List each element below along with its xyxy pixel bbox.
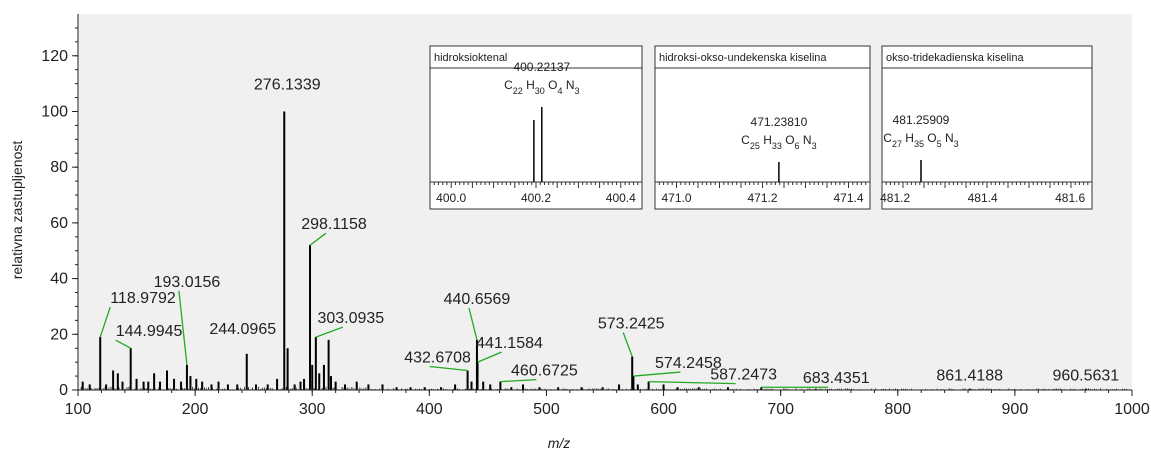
peak-label: 574.2458 <box>655 355 722 372</box>
x-tick-label: 500 <box>533 401 560 418</box>
peak-label: 298.1158 <box>301 216 367 233</box>
peak-label: 441.1584 <box>476 335 543 352</box>
x-tick-label: 800 <box>884 401 911 418</box>
peak-label-leader <box>115 339 131 349</box>
y-tick-label: 60 <box>50 215 68 232</box>
inset-formula: C27 H35 O5 N3 <box>883 131 958 149</box>
inset-panel: hidroksioktenal 400.0 400.2 400.4 400.22137 C… <box>429 45 643 210</box>
x-tick-label: 400 <box>416 401 443 418</box>
peak-label: 303.0935 <box>317 310 384 327</box>
peak-label-leader <box>477 351 502 363</box>
inset-tick-label: 481.2 <box>880 191 910 205</box>
y-tick-label: 0 <box>59 382 68 399</box>
inset-panel: hidroksi-okso-undekenska kiselina 471.0 47… <box>654 45 871 210</box>
inset-title: hidroksioktenal <box>434 52 507 64</box>
peak-label-leader <box>633 371 681 377</box>
peak-label: 587.2473 <box>710 367 777 384</box>
x-tick-label: 300 <box>299 401 326 418</box>
x-tick-label: 1000 <box>1114 401 1150 418</box>
x-tick-label: 900 <box>1002 401 1029 418</box>
peak-label: 861.4188 <box>936 368 1003 385</box>
peak-label: 193.0156 <box>154 274 221 291</box>
inset-title: okso-tridekadienska kiselina <box>886 52 1024 64</box>
y-axis-title: relativna zastupljenost <box>9 141 25 280</box>
y-tick-label: 20 <box>50 326 68 343</box>
peak-label-leader <box>622 332 633 357</box>
peak-label: 460.6725 <box>511 363 578 380</box>
y-tick-label: 100 <box>41 103 68 120</box>
peak-label: 960.5631 <box>1052 368 1119 385</box>
peak-label-leader <box>99 306 111 338</box>
peak-label-leader <box>178 290 188 366</box>
peak-label: 118.9792 <box>110 290 176 307</box>
inset-tick-label: 400.0 <box>436 191 466 205</box>
y-tick-label: 120 <box>41 48 68 65</box>
peak-label-leader <box>309 232 327 246</box>
x-tick-label: 100 <box>65 401 92 418</box>
peak-label-leader <box>648 380 736 385</box>
x-tick-label: 200 <box>182 401 209 418</box>
peak-label: 432.6708 <box>404 350 471 367</box>
inset-peak-mz: 400.22137 <box>513 60 570 74</box>
inset-peak-mz: 481.25909 <box>893 113 950 127</box>
inset-tick-label: 481.6 <box>1055 191 1085 205</box>
peak-label: 440.6569 <box>444 291 511 308</box>
inset-tick-label: 400.4 <box>606 191 636 205</box>
x-tick-label: 700 <box>767 401 794 418</box>
peak-label: 573.2425 <box>598 316 665 333</box>
peak-label-leader <box>500 378 537 383</box>
inset-tick-label: 471.4 <box>833 191 863 205</box>
inset-tick-label: 471.2 <box>747 191 777 205</box>
inset-formula: C22 H30 O4 N3 <box>504 78 579 96</box>
inset-title: hidroksi-okso-undekenska kiselina <box>659 52 827 64</box>
inset-formula: C25 H33 O6 N3 <box>741 133 816 151</box>
inset-tick-label: 400.2 <box>521 191 551 205</box>
peak-label: 144.9945 <box>116 323 183 340</box>
peak-label: 244.0965 <box>209 321 276 338</box>
inset-tick-label: 481.4 <box>968 191 998 205</box>
inset-panel: okso-tridekadienska kiselina 481.2 481.4 48… <box>880 45 1093 210</box>
x-axis-title: m/z <box>548 435 571 451</box>
y-tick-label: 40 <box>50 271 68 288</box>
inset-tick-label: 471.0 <box>661 191 691 205</box>
peak-label-leader <box>468 307 478 341</box>
peak-label: 276.1339 <box>254 76 321 93</box>
x-tick-label: 600 <box>650 401 677 418</box>
peak-label: 683.4351 <box>803 370 870 387</box>
inset-peak-mz: 471.23810 <box>751 115 808 129</box>
peak-label-leader <box>429 365 468 372</box>
y-tick-label: 80 <box>50 159 68 176</box>
peak-label-leader <box>315 326 344 338</box>
